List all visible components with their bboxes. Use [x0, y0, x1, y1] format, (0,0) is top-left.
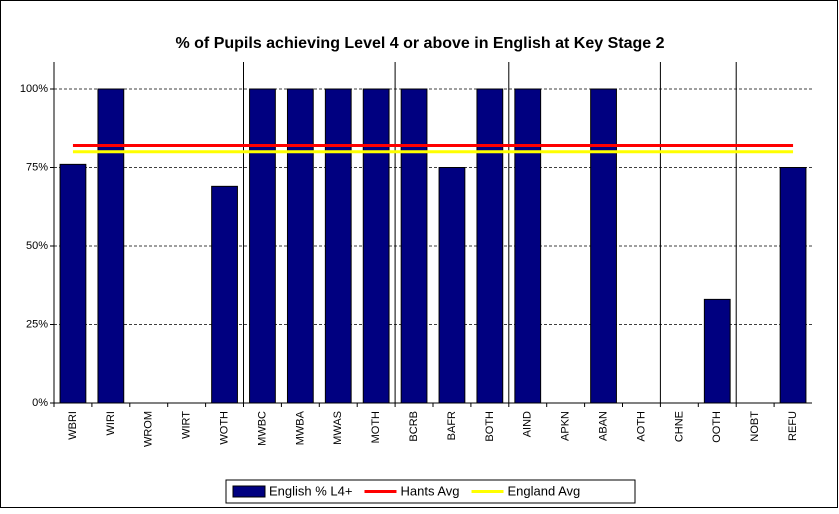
legend-swatch [232, 485, 266, 498]
legend-label: England Avg [508, 483, 581, 498]
legend-label: Hants Avg [400, 483, 459, 498]
y-tick-label: 75% [26, 161, 48, 173]
x-tick-label: OOTH [711, 411, 723, 443]
x-tick-label: AOTH [635, 411, 647, 442]
bar [703, 298, 731, 404]
x-tick-label: CHNE [673, 411, 685, 442]
bar [324, 88, 352, 404]
x-tick-label: BAFR [446, 411, 458, 440]
x-tick-label: WIRI [105, 411, 117, 435]
x-tick-label: MWAS [332, 411, 344, 445]
x-tick-label: MWBC [256, 411, 268, 446]
x-tick-label: REFU [787, 411, 799, 441]
y-tick-label: 50% [26, 240, 48, 252]
y-tick-label: 100% [20, 83, 48, 95]
bar [476, 88, 504, 404]
y-tick-label: 25% [26, 318, 48, 330]
x-tick-label: ABAN [597, 411, 609, 441]
bar [211, 185, 238, 404]
y-tick-label: 0% [32, 397, 48, 409]
x-tick-label: WROM [143, 411, 155, 447]
bar [59, 163, 87, 404]
x-tick-label: APKN [560, 411, 572, 441]
bar [514, 88, 542, 404]
bar [590, 88, 617, 404]
x-tick-label: WOTH [218, 411, 230, 445]
x-tick-label: BOTH [484, 411, 496, 442]
legend-box [225, 479, 636, 504]
x-tick-label: WBRI [67, 411, 79, 440]
bar [400, 88, 428, 404]
x-tick-label: AIND [522, 411, 534, 437]
x-tick-label: NOBT [749, 411, 761, 442]
bar [97, 88, 125, 404]
x-tick-label: WIRT [181, 411, 193, 439]
bar [362, 88, 390, 404]
x-tick-label: MOTH [370, 411, 382, 443]
bar [286, 88, 314, 404]
plot-area [54, 62, 812, 403]
x-tick-label: MWBA [294, 410, 306, 445]
chart-title: % of Pupils achieving Level 4 or above i… [175, 35, 664, 52]
bar [779, 167, 807, 404]
x-tick-label: BCRB [408, 411, 420, 442]
bar [438, 167, 466, 404]
bar [249, 88, 276, 404]
legend-label: English % L4+ [269, 483, 352, 498]
